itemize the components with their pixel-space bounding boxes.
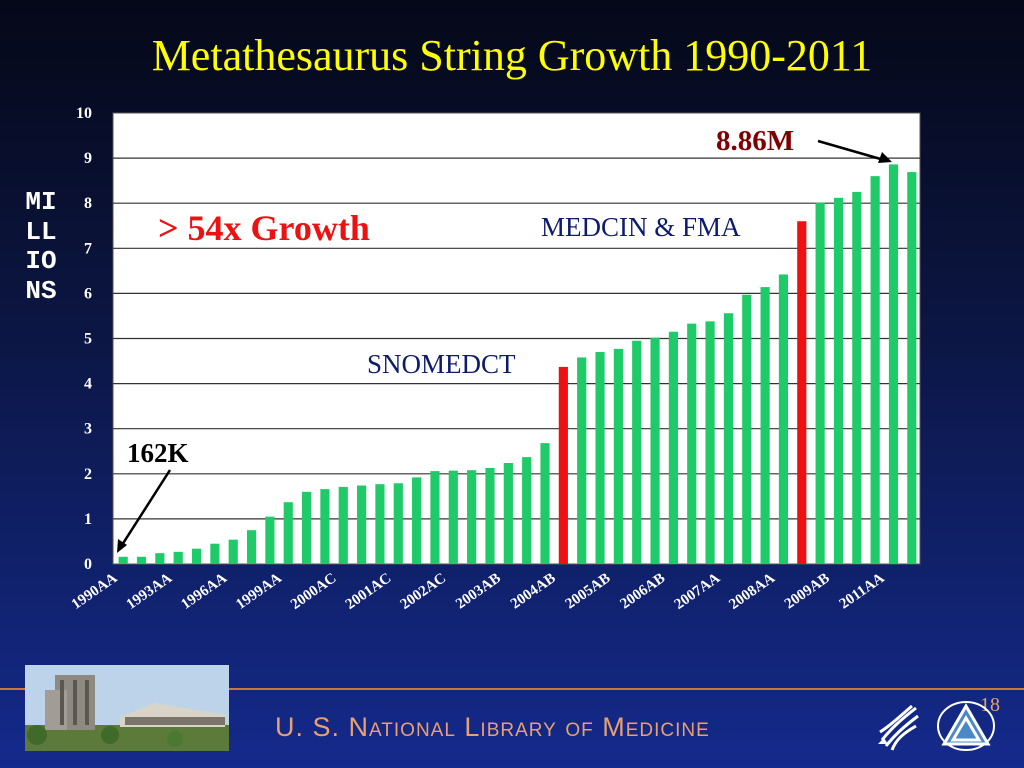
y-axis-label: MILLIONS bbox=[25, 187, 57, 306]
y-tick-labels: 0 1 2 3 4 5 6 7 8 9 10 bbox=[76, 105, 92, 573]
y-tick-label: 7 bbox=[84, 240, 92, 257]
bar bbox=[870, 176, 880, 564]
y-tick-label: 6 bbox=[84, 285, 92, 302]
y-tick-label: 9 bbox=[84, 150, 92, 167]
bar bbox=[338, 486, 348, 564]
bar bbox=[742, 294, 752, 564]
x-tick-label: 2007AA bbox=[672, 570, 724, 613]
y-tick-label: 2 bbox=[84, 466, 92, 483]
y-tick-label: 3 bbox=[84, 421, 92, 438]
bar bbox=[687, 323, 697, 564]
bars bbox=[118, 164, 917, 565]
x-tick-label: 2000AC bbox=[288, 570, 340, 613]
growth-note: > 54x Growth bbox=[158, 208, 370, 248]
bar bbox=[632, 340, 642, 564]
bar bbox=[595, 352, 605, 564]
x-tick-label: 1996AA bbox=[178, 570, 230, 613]
bar bbox=[136, 556, 147, 564]
x-tick-label: 2006AB bbox=[617, 570, 668, 612]
bar bbox=[668, 331, 678, 564]
bar bbox=[577, 357, 587, 564]
x-tick-label: 1999AA bbox=[233, 570, 285, 613]
bar bbox=[467, 470, 477, 564]
organization-name: U. S. National Library of Medicine bbox=[275, 712, 710, 742]
bar bbox=[888, 164, 899, 564]
end-arrow-head bbox=[878, 152, 892, 163]
y-tick-label: 1 bbox=[84, 511, 92, 528]
highlighted-bar bbox=[558, 366, 568, 564]
bar bbox=[723, 313, 734, 564]
bar bbox=[375, 484, 385, 564]
bar bbox=[613, 348, 623, 564]
bar bbox=[503, 462, 513, 564]
bar bbox=[540, 443, 550, 564]
bar bbox=[412, 477, 422, 564]
x-tick-label: 1993AA bbox=[124, 570, 176, 613]
page-number: 18 bbox=[980, 694, 1000, 716]
bar bbox=[118, 556, 128, 564]
building-photo bbox=[25, 665, 229, 751]
y-tick-label: 8 bbox=[84, 195, 92, 212]
y-tick-label: 10 bbox=[76, 105, 92, 122]
highlighted-bar bbox=[797, 221, 807, 565]
bar bbox=[228, 539, 238, 564]
bar bbox=[833, 197, 844, 565]
bar bbox=[393, 483, 403, 564]
bar bbox=[760, 287, 770, 564]
bar bbox=[907, 172, 917, 564]
bar bbox=[705, 321, 715, 564]
y-tick-label: 5 bbox=[84, 331, 92, 348]
bar bbox=[283, 502, 293, 564]
bar bbox=[852, 191, 862, 564]
bar bbox=[155, 553, 165, 564]
y-tick-label: 4 bbox=[84, 376, 92, 393]
bar bbox=[485, 467, 495, 564]
bar bbox=[301, 491, 312, 564]
bar bbox=[173, 551, 183, 564]
x-tick-labels: 1990AA 1993AA 1996AA 1999AA 2000AC 2001AC 2002… bbox=[69, 570, 888, 613]
x-tick-label: 1990AA bbox=[69, 570, 121, 613]
x-tick-label: 2004AB bbox=[508, 570, 559, 612]
x-tick-label: 2005AB bbox=[563, 570, 614, 612]
start-arrow-head bbox=[117, 539, 127, 553]
start-arrow bbox=[120, 469, 172, 546]
x-tick-label: 2008AA bbox=[726, 570, 778, 613]
nih-triangle-icon bbox=[937, 701, 995, 751]
x-tick-label: 2002AC bbox=[398, 570, 450, 613]
y-tick-label: 0 bbox=[84, 556, 92, 573]
footer-divider bbox=[0, 688, 1024, 690]
bar bbox=[522, 457, 532, 564]
bar bbox=[320, 489, 330, 564]
bar bbox=[815, 202, 825, 564]
medcin-annotation: MEDCIN & FMA bbox=[541, 212, 741, 242]
start-value-annotation: 162K bbox=[127, 438, 189, 468]
bar bbox=[430, 471, 440, 564]
bar bbox=[246, 530, 257, 564]
bar bbox=[778, 274, 789, 564]
slide-title: Metathesaurus String Growth 1990-2011 bbox=[151, 31, 873, 80]
x-tick-label: 2009AB bbox=[782, 570, 833, 612]
x-tick-label: 2001AC bbox=[343, 570, 395, 613]
snomed-annotation: SNOMEDCT bbox=[367, 349, 516, 379]
bar bbox=[191, 548, 202, 564]
x-tick-label: 2003AB bbox=[453, 570, 504, 612]
x-tick-label: 2011AA bbox=[837, 570, 888, 612]
hhs-eagle-icon bbox=[878, 704, 919, 751]
bar bbox=[357, 485, 367, 564]
end-arrow bbox=[817, 139, 885, 162]
bar bbox=[210, 543, 220, 564]
end-value-annotation: 8.86M bbox=[716, 125, 794, 157]
bar bbox=[448, 470, 458, 564]
bar bbox=[265, 516, 275, 564]
bar bbox=[650, 337, 660, 564]
